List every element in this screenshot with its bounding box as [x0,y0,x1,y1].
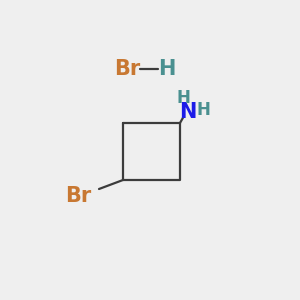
Text: H: H [177,89,191,107]
Text: H: H [196,101,210,119]
Text: H: H [158,59,175,79]
Text: Br: Br [114,59,141,79]
Text: N: N [179,103,196,122]
Text: Br: Br [65,187,91,206]
